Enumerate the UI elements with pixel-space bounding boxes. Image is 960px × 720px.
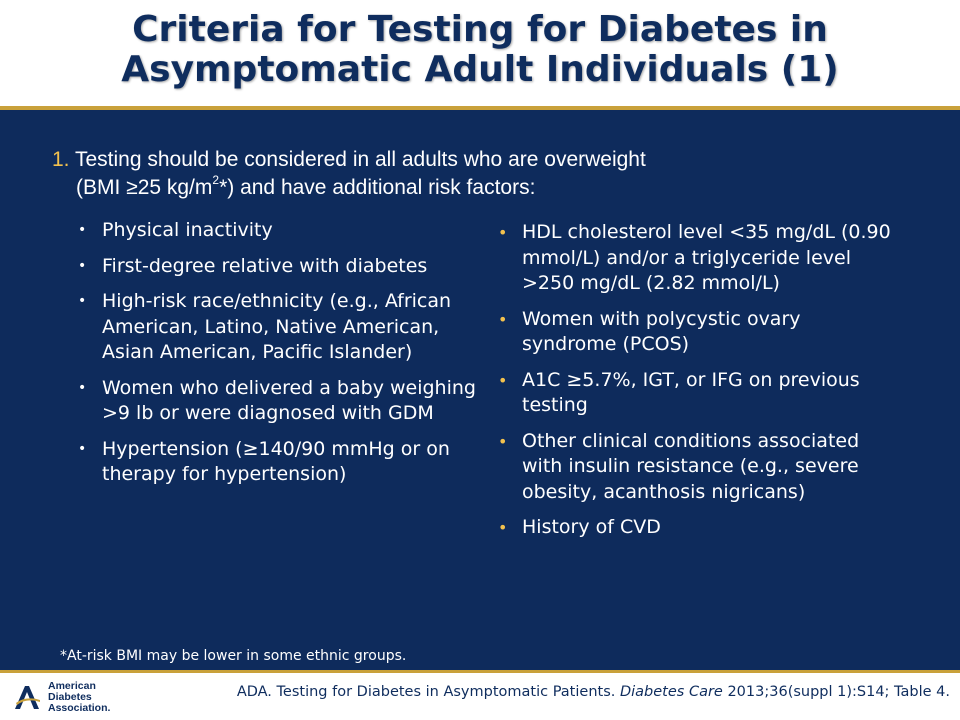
list-item-text: Hypertension (≥140/90 mmHg or on therapy… xyxy=(102,437,450,486)
list-item: • Women who delivered a baby weighing >9 … xyxy=(78,376,478,427)
bullet-dot-icon: • xyxy=(78,440,87,457)
logo-wordmark: American Diabetes Association. xyxy=(48,681,110,714)
lead-line-2: (BMI ≥25 kg/m2*) and have additional ris… xyxy=(52,174,932,202)
bullet-dot-icon: • xyxy=(498,370,508,390)
bullet-dot-icon: • xyxy=(78,293,87,309)
list-item-text: HDL cholesterol level <35 mg/dL (0.90 mm… xyxy=(522,221,891,294)
lead-line-1: Testing should be considered in all adul… xyxy=(69,148,646,171)
list-item-text: Women with polycystic ovary syndrome (PC… xyxy=(522,307,801,356)
header: Criteria for Testing for Diabetes in Asy… xyxy=(0,0,960,106)
bullet-dot-icon: • xyxy=(498,309,508,329)
ada-logo: American Diabetes Association. xyxy=(12,680,152,714)
list-item: • History of CVD xyxy=(498,515,898,541)
bullet-dot-icon: • xyxy=(78,257,87,274)
footnote: *At-risk BMI may be lower in some ethnic… xyxy=(60,648,407,664)
list-item-text: First-degree relative with diabetes xyxy=(102,254,428,277)
list-item-text: Other clinical conditions associated wit… xyxy=(522,429,860,503)
logo-line-2: Diabetes xyxy=(48,691,92,703)
title-line-1: Criteria for Testing for Diabetes in xyxy=(132,9,828,50)
lead-superscript: 2 xyxy=(212,173,220,187)
list-item-text: Physical inactivity xyxy=(102,219,273,241)
citation-pre: ADA. Testing for Diabetes in Asymptomati… xyxy=(236,684,620,700)
footer-divider xyxy=(0,670,960,673)
header-divider xyxy=(0,106,960,110)
lead-line-2-post: *) and have additional risk factors: xyxy=(219,176,536,199)
list-item: • First-degree relative with diabetes xyxy=(78,254,478,280)
lead-line-2-pre: (BMI ≥25 kg/m xyxy=(76,176,213,199)
risk-factors-right-list: • HDL cholesterol level <35 mg/dL (0.90 m… xyxy=(498,220,898,551)
list-item-text: Women who delivered a baby weighing >9 l… xyxy=(102,376,476,425)
footer: American Diabetes Association. ADA. Test… xyxy=(0,670,960,720)
slide-title: Criteria for Testing for Diabetes in Asy… xyxy=(0,10,960,90)
list-item-text: High-risk race/ethnicity (e.g., African … xyxy=(102,290,452,363)
citation: ADA. Testing for Diabetes in Asymptomati… xyxy=(150,684,950,700)
lead-number: 1. xyxy=(52,148,70,171)
list-item: • Other clinical conditions associated wi… xyxy=(498,429,898,506)
title-line-2: Asymptomatic Adult Individuals (1) xyxy=(121,49,839,90)
citation-post: 2013;36(suppl 1):S14; Table 4. xyxy=(722,684,950,700)
bullet-dot-icon: • xyxy=(498,431,508,451)
bullet-dot-icon: • xyxy=(498,223,508,242)
risk-factors-left-list: • Physical inactivity • First-degree relat… xyxy=(78,218,478,498)
bullet-dot-icon: • xyxy=(78,379,87,396)
lead-statement: 1. Testing should be considered in all a… xyxy=(52,146,932,202)
citation-journal: Diabetes Care xyxy=(619,684,723,700)
bullet-dot-icon: • xyxy=(78,222,87,238)
list-item: • A1C ≥5.7%, IGT, or IFG on previous test… xyxy=(498,368,898,419)
list-item: • Hypertension (≥140/90 mmHg or on therap… xyxy=(78,437,478,488)
list-item-text: A1C ≥5.7%, IGT, or IFG on previous testi… xyxy=(522,368,860,417)
list-item: • Women with polycystic ovary syndrome (P… xyxy=(498,307,898,358)
bullet-dot-icon: • xyxy=(498,518,508,537)
list-item-text: History of CVD xyxy=(522,516,661,538)
list-item: • HDL cholesterol level <35 mg/dL (0.90 m… xyxy=(498,220,898,297)
list-item: • Physical inactivity xyxy=(78,218,478,244)
list-item: • High-risk race/ethnicity (e.g., African… xyxy=(78,289,478,366)
logo-line-3: Association. xyxy=(48,702,111,714)
ada-swoosh-icon xyxy=(15,686,40,709)
logo-line-1: American xyxy=(48,680,96,692)
